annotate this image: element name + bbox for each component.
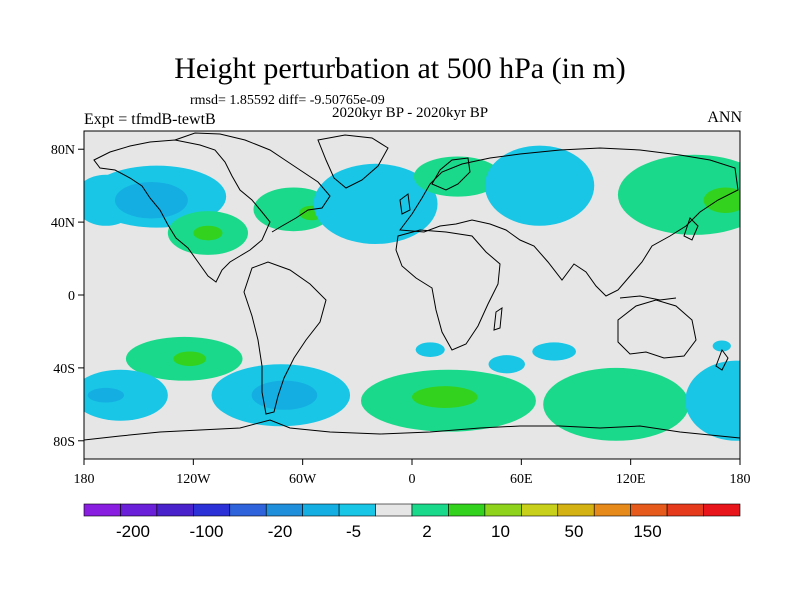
colorbar-swatch [338, 503, 376, 517]
lon-label: 60W [289, 472, 317, 487]
axis-labels: 80N 40N 0 40S 80S 180 120W 60W 0 60E 120E 180 [51, 143, 751, 487]
colorbar-label: 10 [491, 522, 510, 541]
anomaly-patch-4 [193, 225, 223, 241]
colorbar-swatch [411, 503, 449, 517]
lon-label: 0 [409, 472, 416, 487]
season-label: ANN [707, 109, 742, 126]
lat-label: 80N [51, 143, 75, 158]
lat-label: 80S [53, 435, 75, 450]
anomaly-patch-11 [703, 187, 740, 213]
anomaly-patch-24 [685, 360, 740, 441]
period-label: 2020kyr BP - 2020kyr BP [331, 105, 489, 121]
anomaly-patch-17 [251, 380, 318, 410]
anomaly-patch-5 [253, 187, 334, 232]
lon-label: 180 [74, 472, 95, 487]
experiment-label: Expt = tfmdB-tewtB [84, 111, 216, 128]
colorbar-label: 50 [565, 522, 584, 541]
anomaly-patch-10 [617, 154, 740, 235]
colorbar-label: -5 [346, 522, 361, 541]
colorbar-swatch [83, 503, 121, 517]
anomaly-patch-25 [712, 340, 731, 352]
lat-label: 40N [51, 216, 75, 231]
colorbar-label: 2 [422, 522, 431, 541]
coastlines [84, 132, 740, 441]
colorbar-swatch [557, 503, 595, 517]
anomaly-patch-9 [484, 145, 595, 226]
colorbar-swatch [265, 503, 303, 517]
anomaly-patch-20 [415, 342, 445, 357]
colorbar-swatch [703, 503, 741, 517]
colorbar-swatch [630, 503, 668, 517]
anomaly-patch-19 [412, 386, 478, 408]
colorbar-swatch [448, 503, 486, 517]
colorbar-swatch [521, 503, 559, 517]
lat-label: 0 [68, 289, 75, 304]
anomaly-patch-8 [413, 156, 502, 197]
colorbar-swatch [156, 503, 194, 517]
lon-label: 120E [616, 472, 646, 487]
anomaly-layer [84, 145, 740, 441]
rmsd-stats: rmsd= 1.85592 diff= -9.50765e-09 [190, 93, 385, 108]
map-title: Height perturbation at 500 hPa (in m) [174, 52, 626, 85]
anomaly-patch-7 [313, 163, 438, 244]
lon-label: 180 [730, 472, 751, 487]
colorbar-swatch [193, 503, 231, 517]
colorbar-swatch [666, 503, 704, 517]
colorbar-label: -20 [268, 522, 293, 541]
colorbar-swatch [484, 503, 522, 517]
lat-label: 40S [53, 362, 75, 377]
axis-ticks [78, 148, 741, 465]
anomaly-patch-15 [87, 387, 125, 403]
lon-label: 60E [510, 472, 533, 487]
anomaly-patch-23 [543, 367, 689, 441]
colorbar-label: 150 [633, 522, 661, 541]
anomaly-patch-14 [84, 369, 168, 421]
anomaly-patch-22 [488, 355, 525, 374]
colorbar-label: -100 [189, 522, 223, 541]
colorbar-swatch [593, 503, 631, 517]
colorbar-swatch [120, 503, 158, 517]
colorbar: -200 -100 -20 -5 2 10 50 150 [83, 503, 741, 541]
colorbar-label: -200 [116, 522, 150, 541]
colorbar-swatch [375, 503, 413, 517]
lon-label: 120W [176, 472, 211, 487]
anomaly-patch-13 [173, 351, 207, 367]
colorbar-swatch [229, 503, 267, 517]
colorbar-swatch [302, 503, 340, 517]
anomaly-patch-21 [532, 342, 577, 361]
